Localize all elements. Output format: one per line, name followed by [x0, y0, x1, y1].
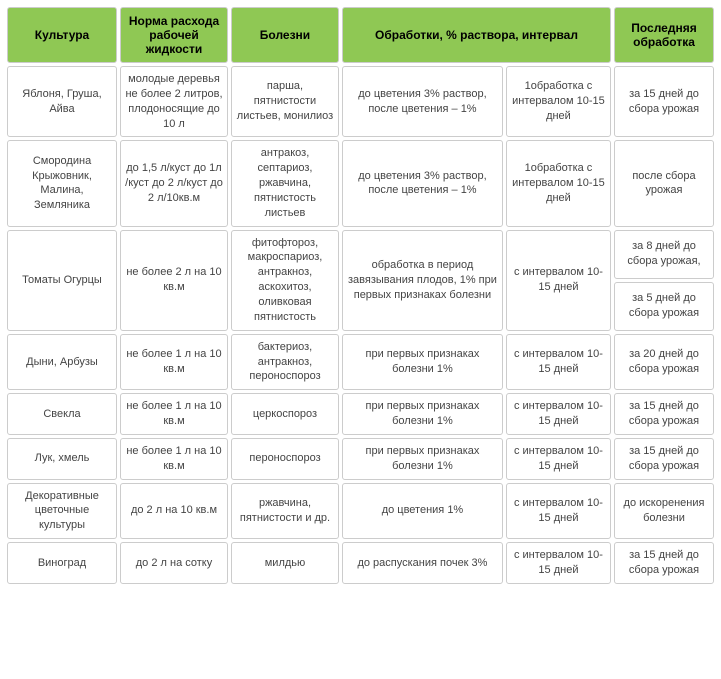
table-cell: Лук, хмель	[7, 438, 117, 480]
header-culture: Культура	[7, 7, 117, 63]
table-cell: обработка в период завязывания плодов, 1…	[342, 230, 503, 331]
table-cell: с интервалом 10-15 дней	[506, 230, 611, 331]
table-cell: до 2 л на сотку	[120, 542, 228, 584]
table-cell: за 20 дней до сбора урожая	[614, 334, 714, 391]
table-cell: парша, пятнистости листьев, монилиоз	[231, 66, 339, 137]
table-cell: не более 1 л на 10 кв.м	[120, 393, 228, 435]
table-cell: молодые деревья не более 2 литров, плодо…	[120, 66, 228, 137]
table-row: Томаты Огурцыне более 2 л на 10 кв.мфито…	[7, 230, 714, 279]
table-cell: за 15 дней до сбора урожая	[614, 66, 714, 137]
table-cell: с интервалом 10-15 дней	[506, 542, 611, 584]
table-cell: до цветения 3% раствор, после цветения –…	[342, 66, 503, 137]
table-cell: за 15 дней до сбора урожая	[614, 393, 714, 435]
table-cell: Дыни, Арбузы	[7, 334, 117, 391]
table-cell: церкоспороз	[231, 393, 339, 435]
table-row: Смородина Крыжовник, Малина, Земляникадо…	[7, 140, 714, 226]
table-cell: Томаты Огурцы	[7, 230, 117, 331]
treatment-table: Культура Норма расхода рабочей жидкости …	[4, 4, 717, 587]
header-treatment: Обработки, % раствора, интервал	[342, 7, 611, 63]
table-row: Свеклане более 1 л на 10 кв.мцеркоспороз…	[7, 393, 714, 435]
table-cell: Декоративные цветочные культуры	[7, 483, 117, 540]
table-cell: бактериоз, антракноз, пероноспороз	[231, 334, 339, 391]
table-cell: до цветения 1%	[342, 483, 503, 540]
table-cell: ржавчина, пятнистости и др.	[231, 483, 339, 540]
table-cell: за 15 дней до сбора урожая	[614, 438, 714, 480]
table-cell: за 15 дней до сбора урожая	[614, 542, 714, 584]
table-cell: до 2 л на 10 кв.м	[120, 483, 228, 540]
table-cell: милдью	[231, 542, 339, 584]
header-rate: Норма расхода рабочей жидкости	[120, 7, 228, 63]
table-row: Винограддо 2 л на соткумилдьюдо распуска…	[7, 542, 714, 584]
table-cell: 1обработка с интервалом 10-15 дней	[506, 66, 611, 137]
table-cell: после сбора урожая	[614, 140, 714, 226]
table-cell: при первых признаках болезни 1%	[342, 334, 503, 391]
table-cell: с интервалом 10-15 дней	[506, 483, 611, 540]
table-cell: не более 2 л на 10 кв.м	[120, 230, 228, 331]
table-cell: с интервалом 10-15 дней	[506, 438, 611, 480]
table-cell: с интервалом 10-15 дней	[506, 393, 611, 435]
table-row: Декоративные цветочные культурыдо 2 л на…	[7, 483, 714, 540]
table-cell: Свекла	[7, 393, 117, 435]
table-cell: за 8 дней до сбора урожая,	[614, 230, 714, 279]
table-cell: Яблоня, Груша, Айва	[7, 66, 117, 137]
table-cell: Смородина Крыжовник, Малина, Земляника	[7, 140, 117, 226]
table-cell: пероноспороз	[231, 438, 339, 480]
table-cell: антракоз, септариоз, ржавчина, пятнистос…	[231, 140, 339, 226]
table-cell: не более 1 л на 10 кв.м	[120, 334, 228, 391]
table-cell: 1обработка с интервалом 10-15 дней	[506, 140, 611, 226]
table-row: Дыни, Арбузыне более 1 л на 10 кв.мбакте…	[7, 334, 714, 391]
header-disease: Болезни	[231, 7, 339, 63]
table-row: Яблоня, Груша, Айвамолодые деревья не бо…	[7, 66, 714, 137]
header-row: Культура Норма расхода рабочей жидкости …	[7, 7, 714, 63]
table-cell: до искоренения болезни	[614, 483, 714, 540]
table-cell: при первых признаках болезни 1%	[342, 393, 503, 435]
table-cell: до цветения 3% раствор, после цветения –…	[342, 140, 503, 226]
table-cell: при первых признаках болезни 1%	[342, 438, 503, 480]
table-cell: Виноград	[7, 542, 117, 584]
header-last: Последняя обработка	[614, 7, 714, 63]
table-row: Лук, хмельне более 1 л на 10 кв.мперонос…	[7, 438, 714, 480]
table-cell: фитофтороз, макроспариоз, антракноз, аск…	[231, 230, 339, 331]
table-cell: до 1,5 л/куст до 1л /куст до 2 л/куст до…	[120, 140, 228, 226]
table-cell: за 5 дней до сбора урожая	[614, 282, 714, 331]
table-cell: с интервалом 10-15 дней	[506, 334, 611, 391]
table-cell: не более 1 л на 10 кв.м	[120, 438, 228, 480]
table-cell: до распускания почек 3%	[342, 542, 503, 584]
